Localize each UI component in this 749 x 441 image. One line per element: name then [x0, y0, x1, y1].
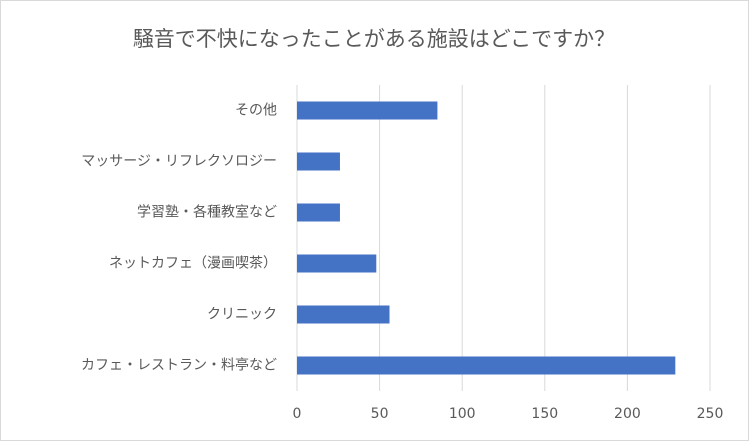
- bar: [297, 203, 340, 222]
- x-tick-label: 100: [449, 406, 476, 422]
- x-tick-label: 250: [697, 406, 724, 422]
- x-tick-label: 150: [531, 406, 558, 422]
- bar: [297, 101, 438, 120]
- bar: [297, 152, 340, 171]
- y-tick-label: ネットカフェ（漫画喫茶）: [109, 256, 277, 272]
- x-tick-label: 50: [371, 406, 389, 422]
- x-tick-label: 0: [293, 406, 302, 422]
- bar: [297, 305, 390, 324]
- chart-title: 騒音で不快になったことがある施設はどこですか？: [133, 27, 615, 51]
- y-tick-label: その他: [235, 103, 277, 119]
- y-tick-label: カフェ・レストラン・料亭など: [81, 357, 277, 374]
- x-tick-label: 200: [614, 406, 641, 422]
- y-tick-label: 学習塾・各種教室など: [137, 204, 277, 221]
- bar: [297, 254, 377, 273]
- y-tick-label: マッサージ・リフレクソロジー: [81, 154, 277, 170]
- bar: [297, 356, 676, 375]
- y-tick-label: クリニック: [207, 307, 277, 323]
